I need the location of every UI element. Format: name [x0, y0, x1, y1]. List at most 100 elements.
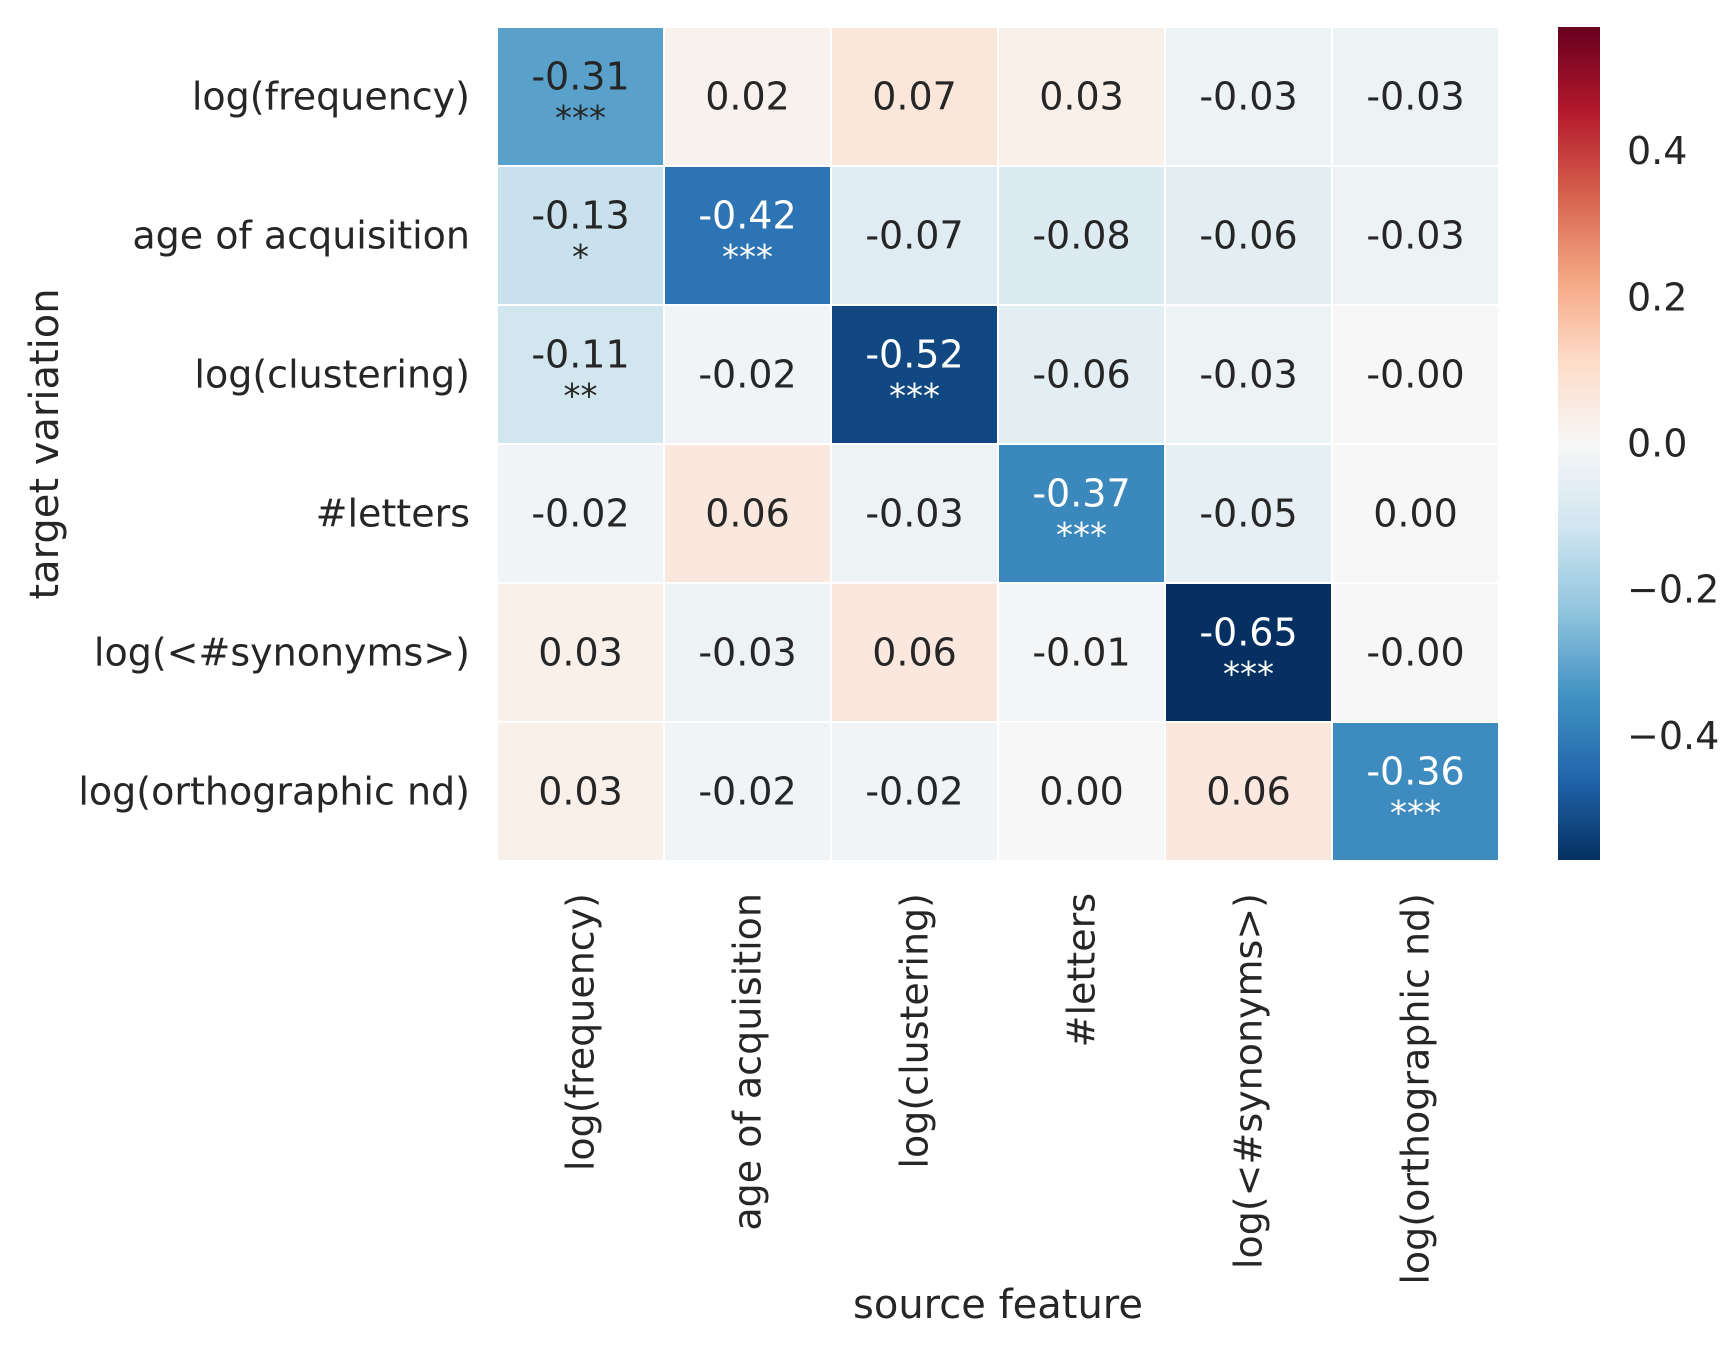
x-tick-label: log(<#synonyms>): [1227, 893, 1271, 1269]
y-tick-label: log(orthographic nd): [78, 770, 470, 814]
significance-stars: *: [572, 238, 589, 278]
colorbar-ticks: 0.4 0.2 0.0 −0.2 −0.4: [1627, 129, 1719, 758]
colorbar-tick-label: 0.4: [1627, 129, 1687, 173]
x-tick-labels: log(frequency) age of acquisition log(clus…: [559, 893, 1438, 1285]
cell-value-label: 0.03: [1039, 75, 1124, 119]
cell-value-label: -0.02: [698, 353, 796, 397]
x-tick-label: log(frequency): [559, 893, 603, 1171]
heatmap-cell: [832, 445, 997, 582]
heatmap-cell: [498, 445, 663, 582]
cell-value-label: -0.02: [531, 492, 629, 536]
cell-value-label: 0.07: [872, 75, 957, 119]
x-axis-label: source feature: [853, 1282, 1143, 1328]
y-tick-label: #letters: [316, 492, 470, 536]
cell-value-label: -0.02: [698, 770, 796, 814]
cell-value-label: -0.03: [1199, 353, 1297, 397]
cell-value-label: 0.06: [705, 492, 790, 536]
cell-value-label: -0.13: [531, 194, 629, 238]
colorbar-tick-label: 0.2: [1627, 275, 1687, 319]
y-tick-label: log(<#synonyms>): [94, 631, 470, 675]
heatmap-cell: [498, 723, 663, 860]
cell-value-label: -0.03: [865, 492, 963, 536]
heatmap-cell: [498, 306, 663, 443]
cell-value-label: 0.00: [1039, 770, 1124, 814]
heatmap-cell: [999, 584, 1164, 721]
heatmap-cell: [832, 306, 997, 443]
heatmap-cell: [1333, 723, 1498, 860]
cell-value-label: 0.00: [1373, 492, 1458, 536]
colorbar-tick-label: 0.0: [1627, 422, 1687, 466]
cell-value-label: -0.31: [531, 55, 629, 99]
significance-stars: **: [564, 377, 598, 417]
cell-value-label: -0.03: [698, 631, 796, 675]
cell-value-label: -0.42: [698, 194, 796, 238]
heatmap-cell: [999, 28, 1164, 165]
cell-value-label: -0.11: [531, 333, 629, 377]
heatmap-cell: [665, 167, 830, 304]
cell-value-label: 0.03: [538, 770, 623, 814]
heatmap-cell: [665, 306, 830, 443]
heatmap-cell: [1166, 584, 1331, 721]
heatmap-cell: [498, 28, 663, 165]
heatmap-cell: [665, 723, 830, 860]
x-tick-label: log(clustering): [893, 893, 937, 1169]
colorbar-tick-label: −0.2: [1627, 568, 1719, 612]
colorbar-tick-label: −0.4: [1627, 714, 1719, 758]
cell-value-label: -0.37: [1032, 472, 1130, 516]
heatmap-cell: [999, 167, 1164, 304]
y-tick-label: log(clustering): [194, 353, 470, 397]
heatmap-cell: [832, 167, 997, 304]
x-tick-label: log(orthographic nd): [1394, 893, 1438, 1285]
heatmap-cell: [832, 584, 997, 721]
heatmap-cell: [665, 28, 830, 165]
cell-value-label: -0.00: [1366, 353, 1464, 397]
cell-value-label: -0.01: [1032, 631, 1130, 675]
x-tick-label: #letters: [1060, 893, 1104, 1047]
heatmap-cell: [999, 306, 1164, 443]
significance-stars: ***: [889, 377, 940, 417]
cell-value-label: 0.06: [1206, 770, 1291, 814]
heatmap-cell: [1166, 723, 1331, 860]
cell-value-label: -0.36: [1366, 750, 1464, 794]
cell-value-label: -0.65: [1199, 611, 1297, 655]
y-tick-labels: log(frequency) age of acquisition log(clus…: [78, 75, 470, 814]
cell-value-label: 0.02: [705, 75, 790, 119]
x-tick-label: age of acquisition: [726, 893, 770, 1231]
heatmap-cell: [665, 584, 830, 721]
y-tick-label: log(frequency): [192, 75, 470, 119]
heatmap-cell: [1166, 306, 1331, 443]
heatmap-cell: [1333, 584, 1498, 721]
cell-value-label: -0.03: [1199, 75, 1297, 119]
significance-stars: ***: [722, 238, 773, 278]
heatmap-cells: -0.31 *** 0.02 0.07 0.03 -0.03 -0.03 -0.13* -0.4…: [498, 28, 1498, 860]
cell-value-label: 0.03: [538, 631, 623, 675]
heatmap-cell: [498, 584, 663, 721]
y-axis-label: target variation: [22, 288, 68, 599]
significance-stars: ***: [1223, 655, 1274, 695]
heatmap-cell: [1166, 445, 1331, 582]
heatmap-cell: [1333, 445, 1498, 582]
heatmap-cell: [832, 28, 997, 165]
heatmap-cell: [665, 445, 830, 582]
heatmap-cell: [1333, 306, 1498, 443]
cell-value-label: -0.07: [865, 214, 963, 258]
cell-value-label: -0.06: [1199, 214, 1297, 258]
heatmap-cell: [999, 445, 1164, 582]
heatmap-cell: [999, 723, 1164, 860]
cell-value-label: -0.08: [1032, 214, 1130, 258]
y-tick-label: age of acquisition: [132, 214, 470, 258]
significance-stars: ***: [1056, 516, 1107, 556]
cell-value-label: -0.52: [865, 333, 963, 377]
cell-value-label: 0.06: [872, 631, 957, 675]
heatmap-cell: [1333, 167, 1498, 304]
cell-value-label: -0.06: [1032, 353, 1130, 397]
heatmap-cell: [1166, 167, 1331, 304]
cell-value-label: -0.00: [1366, 631, 1464, 675]
colorbar: [1558, 27, 1600, 860]
cell-value-label: -0.03: [1366, 75, 1464, 119]
cell-value-label: -0.05: [1199, 492, 1297, 536]
heatmap-cell: [1166, 28, 1331, 165]
heatmap-cell: [1333, 28, 1498, 165]
cell-value-label: -0.02: [865, 770, 963, 814]
